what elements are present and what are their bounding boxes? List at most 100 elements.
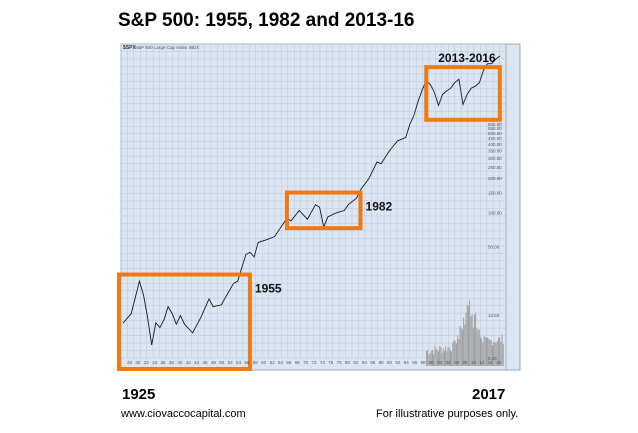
volume-bar: [495, 343, 497, 366]
volume-bar: [494, 341, 496, 366]
x-tick-label: 94: [404, 360, 410, 365]
volume-bar: [480, 336, 481, 366]
volume-bar: [456, 343, 457, 366]
disclaimer-footer: For illustrative purposes only.: [376, 408, 519, 420]
volume-bar: [486, 337, 487, 366]
volume-bar: [452, 342, 454, 366]
volume-bar: [483, 336, 485, 366]
volume-bar: [501, 334, 503, 366]
plot-area: [120, 43, 521, 371]
volume-bar: [481, 338, 483, 366]
y-tick-label: 600.00: [488, 122, 502, 127]
y-tick-label: 100.00: [488, 210, 502, 215]
x-tick-label: 12: [479, 360, 485, 365]
volume-bar: [444, 350, 445, 366]
volume-bar: [439, 346, 441, 366]
x-tick-label: 02: [437, 360, 443, 365]
volume-bar: [435, 348, 437, 366]
volume-bar: [470, 316, 472, 366]
volume-bar: [472, 327, 474, 366]
volume-bar: [474, 314, 475, 366]
volume-bar: [448, 347, 450, 366]
volume-bar: [440, 347, 442, 366]
x-tick-label: 44: [194, 360, 200, 365]
volume-bar: [478, 329, 480, 366]
volume-bar: [430, 350, 432, 366]
volume-bar: [450, 350, 451, 366]
chart-symbol: $SPX: [123, 45, 136, 51]
volume-bars: [426, 300, 504, 366]
highlight-label-2: 2013-2016: [438, 51, 496, 65]
x-axis-ticks: 28 30 32 34 36 38 40 42 44 46 48 50 52 54 56 58 60 62 64 66…: [127, 360, 502, 365]
x-tick-label: 36: [161, 360, 167, 365]
x-tick-label: 74: [320, 360, 326, 365]
volume-bar: [465, 312, 467, 366]
volume-bar: [482, 342, 484, 366]
volume-bar: [488, 338, 490, 366]
volume-bar: [496, 341, 498, 366]
highlight-box-0: [117, 272, 252, 372]
y-tick-label: 5.25: [488, 356, 497, 361]
y-tick-label: 200.00: [488, 176, 502, 181]
x-tick-label: 42: [186, 360, 192, 365]
x-tick-label: 28: [127, 360, 133, 365]
volume-bar: [442, 348, 444, 366]
y-tick-label: 50.00: [488, 245, 500, 250]
x-tick-label: 84: [362, 360, 368, 365]
volume-bar: [457, 335, 459, 366]
volume-bar: [493, 342, 495, 366]
volume-bar: [489, 339, 491, 366]
x-tick-label: 98: [421, 360, 427, 365]
volume-bar: [458, 339, 460, 366]
x-tick-label: 80: [345, 360, 351, 365]
x-tick-label: 78: [337, 360, 343, 365]
x-tick-label: 58: [253, 360, 259, 365]
volume-bar: [432, 350, 433, 366]
x-tick-label: 14: [488, 360, 494, 365]
x-tick-label: 00: [429, 360, 435, 365]
highlight-label-0: 1955: [255, 282, 282, 296]
x-tick-label: 32: [144, 360, 150, 365]
volume-bar: [476, 327, 478, 366]
x-tick-label: 52: [228, 360, 234, 365]
volume-bar: [463, 317, 465, 366]
volume-bar: [426, 351, 427, 366]
highlight-box-1: [284, 190, 363, 231]
x-tick-label: 64: [278, 360, 284, 365]
x-tick-label: 16: [496, 360, 502, 365]
volume-bar: [475, 312, 477, 366]
x-tick-label: 54: [236, 360, 242, 365]
x-tick-label: 92: [395, 360, 401, 365]
volume-bar: [499, 337, 501, 366]
x-tick-label: 62: [270, 360, 276, 365]
x-tick-label: 48: [211, 360, 217, 365]
y-tick-label: 500.00: [488, 131, 502, 136]
website-footer: www.ciovaccocapital.com: [121, 408, 246, 420]
x-tick-label: 46: [202, 360, 208, 365]
x-tick-label: 66: [286, 360, 292, 365]
y-tick-label: 150.00: [488, 190, 502, 195]
volume-bar: [434, 345, 436, 366]
x-tick-label: 34: [152, 360, 158, 365]
volume-bar: [453, 339, 455, 366]
y-tick-label: 450.00: [488, 136, 502, 141]
x-tick-label: 72: [312, 360, 318, 365]
volume-bar: [498, 337, 499, 366]
y-tick-label: 550.00: [488, 126, 502, 131]
volume-bar: [487, 337, 489, 366]
volume-bar: [471, 314, 473, 366]
volume-bar: [436, 350, 438, 366]
x-tick-label: 50: [219, 360, 225, 365]
x-tick-label: 10: [471, 360, 477, 365]
x-tick-label: 60: [261, 360, 267, 365]
volume-bar: [459, 326, 461, 366]
price-line: [122, 55, 501, 345]
volume-bar: [427, 350, 429, 366]
volume-bar: [447, 347, 449, 366]
volume-bar: [433, 354, 435, 366]
end-year-label: 2017: [472, 386, 506, 403]
volume-bar: [477, 329, 479, 366]
y-tick-label: 350.00: [488, 149, 502, 154]
volume-bar: [469, 300, 471, 366]
